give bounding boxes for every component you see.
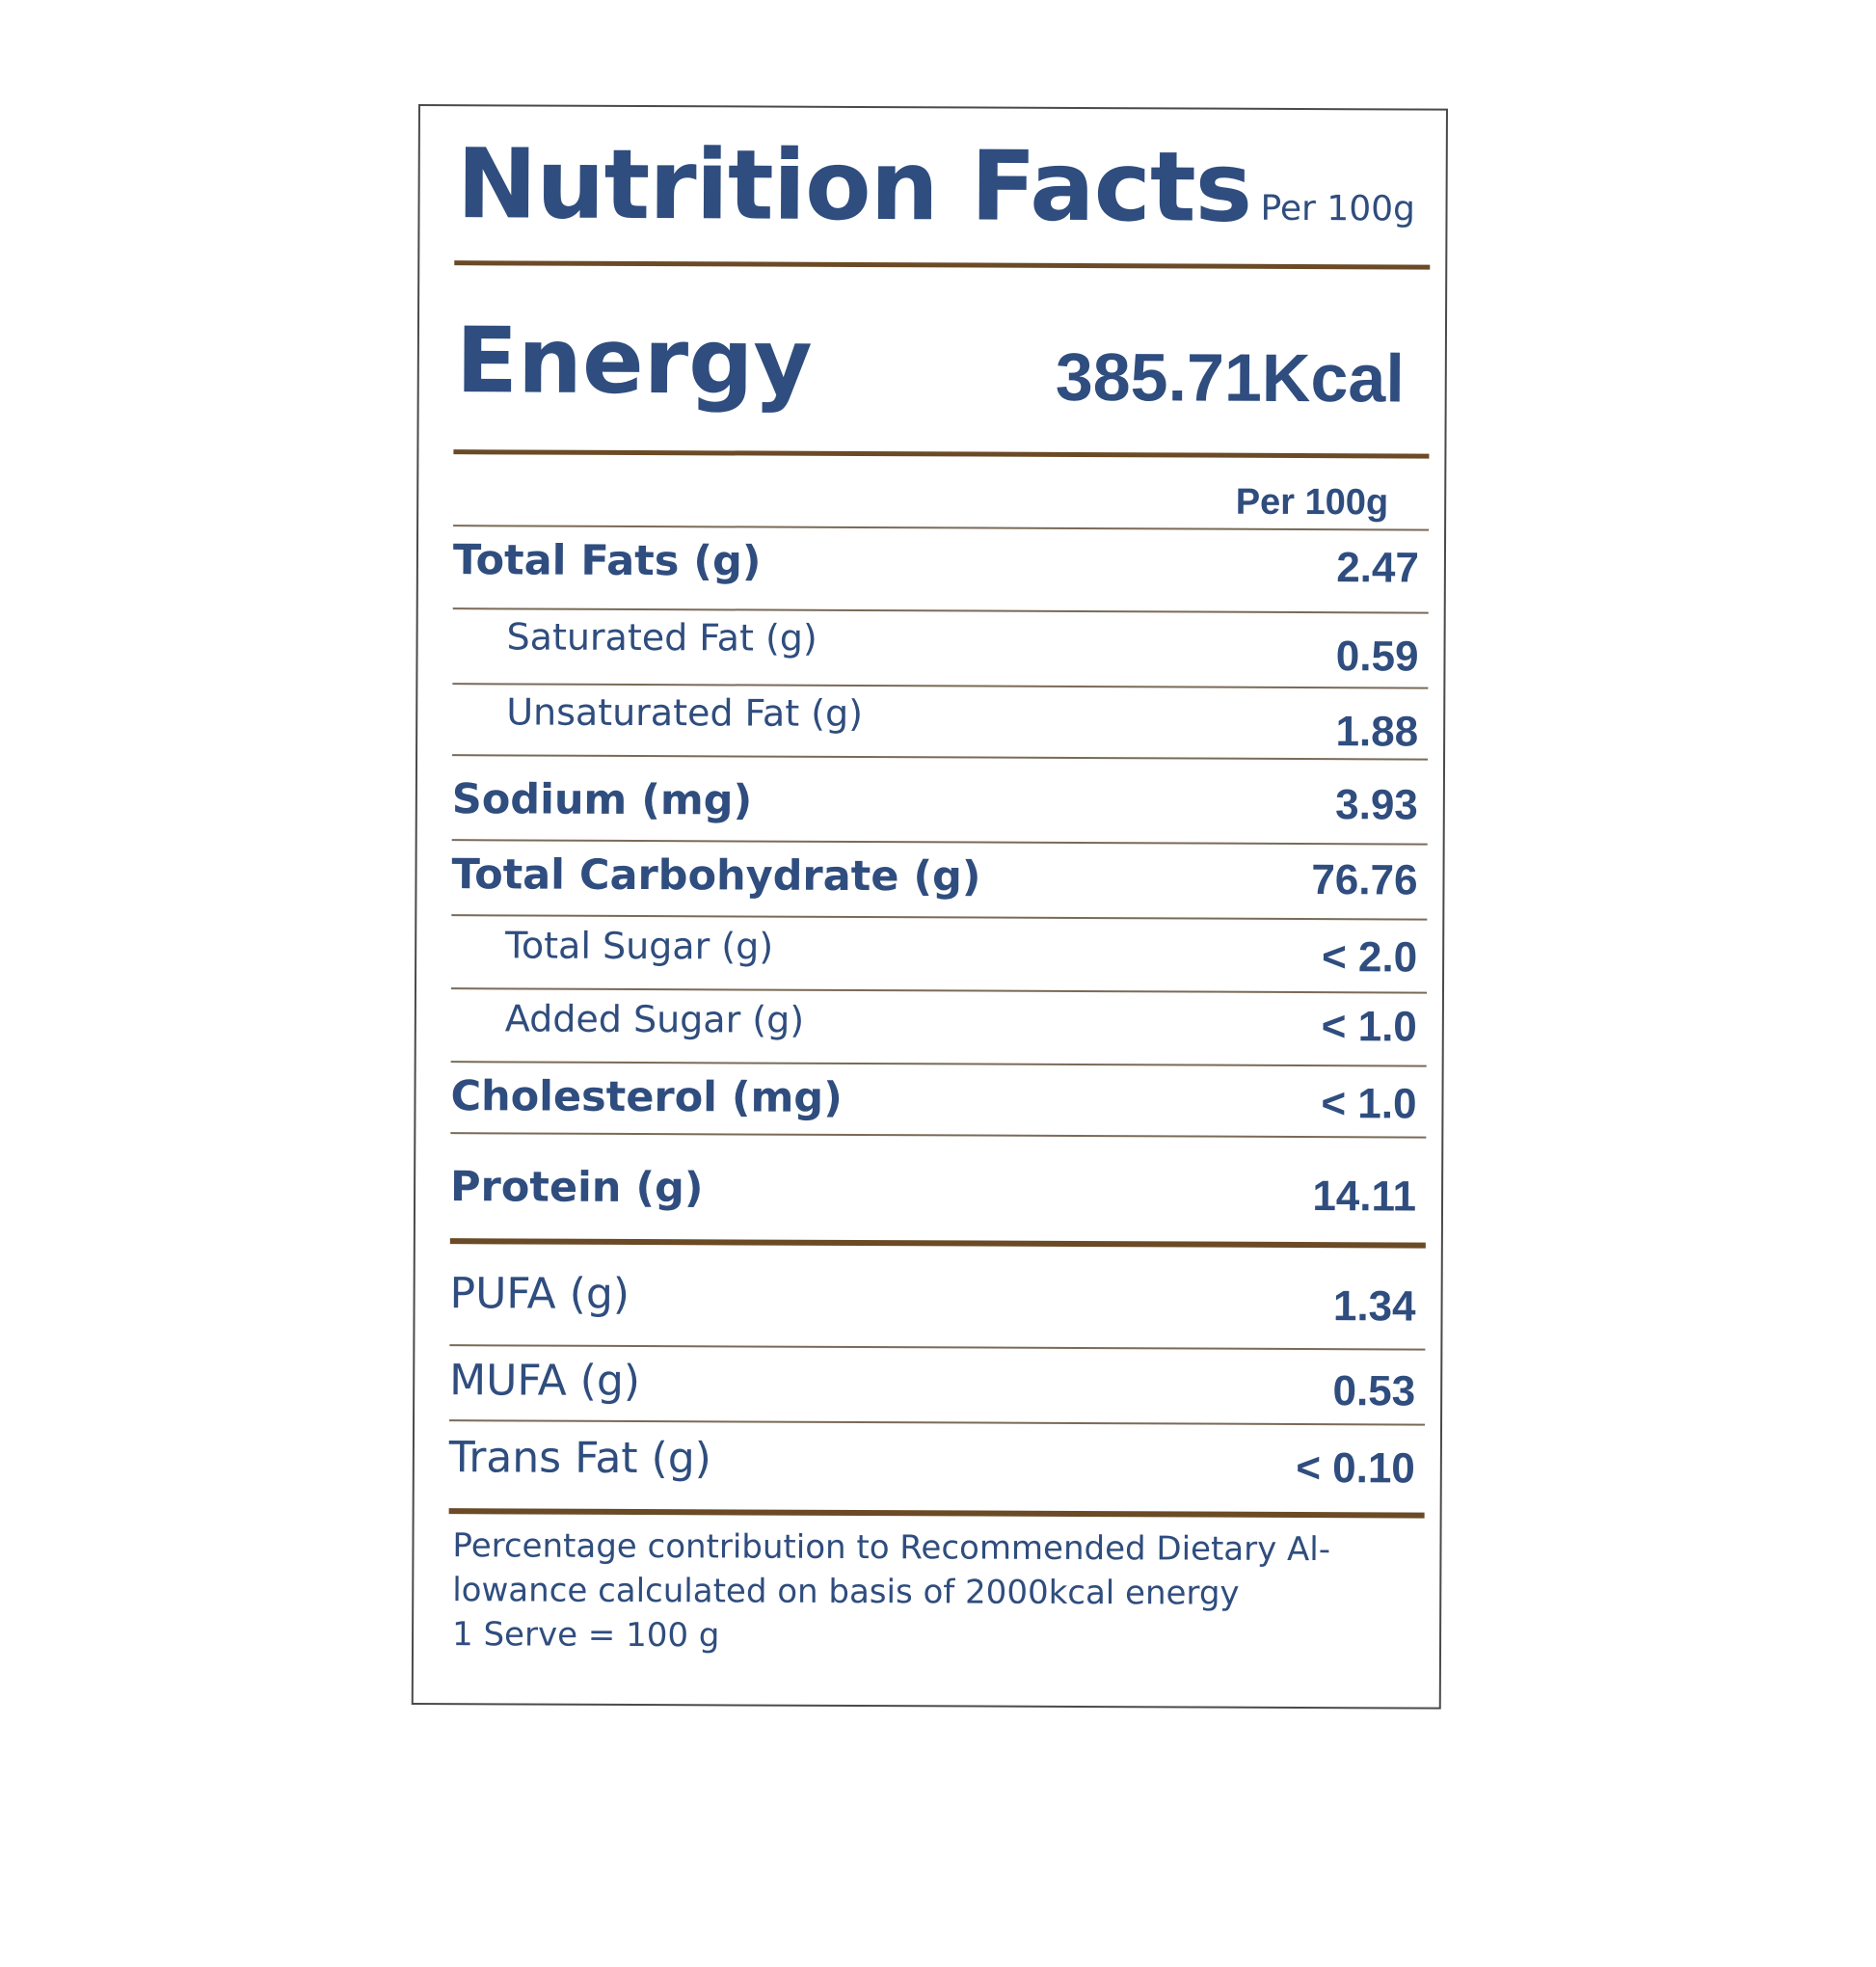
nutrient-value: 76.76 xyxy=(1311,856,1418,904)
nutrient-value: 14.11 xyxy=(1312,1172,1417,1221)
energy-value: 385.71Kcal xyxy=(1055,338,1405,417)
column-header: Per 100g xyxy=(1235,481,1389,524)
nutrient-value: 0.53 xyxy=(1332,1367,1416,1415)
nutrient-name: Cholesterol (mg) xyxy=(450,1072,843,1122)
divider xyxy=(454,260,1431,270)
nutrient-name: Added Sugar (g) xyxy=(504,997,805,1041)
nutrient-name: Sodium (mg) xyxy=(451,775,753,825)
nutrient-row: Saturated Fat (g) 0.59 xyxy=(452,607,1429,687)
nutrient-table: Total Fats (g) 2.47 Saturated Fat (g) 0.… xyxy=(448,525,1430,1519)
nutrient-name: Total Sugar (g) xyxy=(505,924,774,968)
nutrient-row: Protein (g) 14.11 xyxy=(449,1132,1427,1243)
nutrient-value: 2.47 xyxy=(1336,544,1420,592)
nutrient-value: 0.59 xyxy=(1335,633,1419,681)
nutrient-row: Added Sugar (g) < 1.0 xyxy=(450,987,1427,1065)
footnote-line: lowance calculated on basis of 2000kcal … xyxy=(452,1571,1240,1613)
nutrient-value: < 0.10 xyxy=(1296,1443,1415,1493)
nutrient-value: < 2.0 xyxy=(1321,933,1418,982)
nutrient-row: Total Sugar (g) < 2.0 xyxy=(451,914,1428,992)
nutrient-name: MUFA (g) xyxy=(449,1356,641,1407)
nutrient-value: < 1.0 xyxy=(1321,1003,1417,1051)
per-serving-label: Per 100g xyxy=(1260,188,1416,229)
nutrient-value: 1.34 xyxy=(1332,1282,1416,1331)
nutrient-row: Total Fats (g) 2.47 xyxy=(452,525,1430,612)
nutrient-name: Unsaturated Fat (g) xyxy=(506,690,864,736)
nutrient-row: Cholesterol (mg) < 1.0 xyxy=(450,1061,1427,1137)
footnote-line: 1 Serve = 100 g xyxy=(451,1615,720,1656)
label-title: Nutrition Facts xyxy=(456,127,1252,244)
nutrition-label: Nutrition Facts Per 100g Energy 385.71Kc… xyxy=(411,104,1448,1710)
footnote: Percentage contribution to Recommended D… xyxy=(452,1523,1407,1660)
divider xyxy=(453,449,1430,459)
footnote-line: Percentage contribution to Recommended D… xyxy=(452,1526,1331,1570)
nutrient-row: PUFA (g) 1.34 xyxy=(449,1238,1426,1349)
nutrient-name: Trans Fat (g) xyxy=(448,1433,711,1484)
nutrient-row: MUFA (g) 0.53 xyxy=(449,1344,1426,1424)
nutrient-name: Total Fats (g) xyxy=(452,536,762,586)
nutrient-row: Trans Fat (g) < 0.10 xyxy=(448,1419,1426,1513)
nutrient-row: Total Carbohydrate (g) 76.76 xyxy=(451,839,1428,919)
nutrient-name: Total Carbohydrate (g) xyxy=(451,850,981,902)
nutrient-value: 3.93 xyxy=(1335,781,1418,829)
nutrient-name: Saturated Fat (g) xyxy=(506,615,817,660)
nutrient-row: Unsaturated Fat (g) 1.88 xyxy=(452,683,1429,759)
energy-label: Energy xyxy=(455,309,813,416)
nutrient-name: Protein (g) xyxy=(449,1163,704,1213)
nutrient-row: Sodium (mg) 3.93 xyxy=(451,754,1429,844)
nutrient-value: 1.88 xyxy=(1335,708,1419,756)
nutrient-value: < 1.0 xyxy=(1321,1080,1417,1128)
nutrient-name: PUFA (g) xyxy=(449,1269,630,1319)
